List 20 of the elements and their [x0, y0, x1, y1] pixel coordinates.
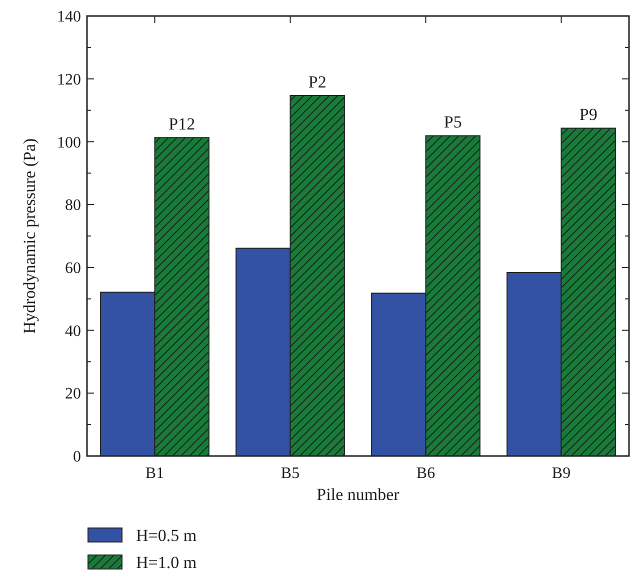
annotation: P2 [308, 72, 326, 92]
y-tick-label: 0 [73, 448, 81, 466]
x-tick-label: B6 [416, 465, 436, 482]
y-tick-label: 140 [57, 8, 81, 26]
x-tick-label: B9 [552, 465, 571, 482]
y-tick-label: 40 [65, 322, 81, 340]
annotation: P5 [444, 112, 462, 132]
legend-label: H=1.0 m [136, 552, 197, 572]
y-tick-label: 120 [57, 71, 81, 88]
legend-label: H=0.5 m [136, 526, 197, 545]
y-axis-title: Hydrodynamic pressure (Pa) [20, 138, 39, 334]
y-tick-label: 80 [65, 197, 81, 214]
x-tick-label: B5 [280, 465, 300, 482]
x-axis-title: Pile number [316, 485, 400, 504]
y-tick-label: 60 [65, 260, 81, 278]
y-tick-label: 20 [65, 386, 81, 403]
annotation: P12 [168, 114, 196, 134]
y-tick-label: 100 [57, 134, 81, 152]
x-tick-label: B1 [145, 465, 164, 482]
annotation: P9 [579, 105, 598, 124]
